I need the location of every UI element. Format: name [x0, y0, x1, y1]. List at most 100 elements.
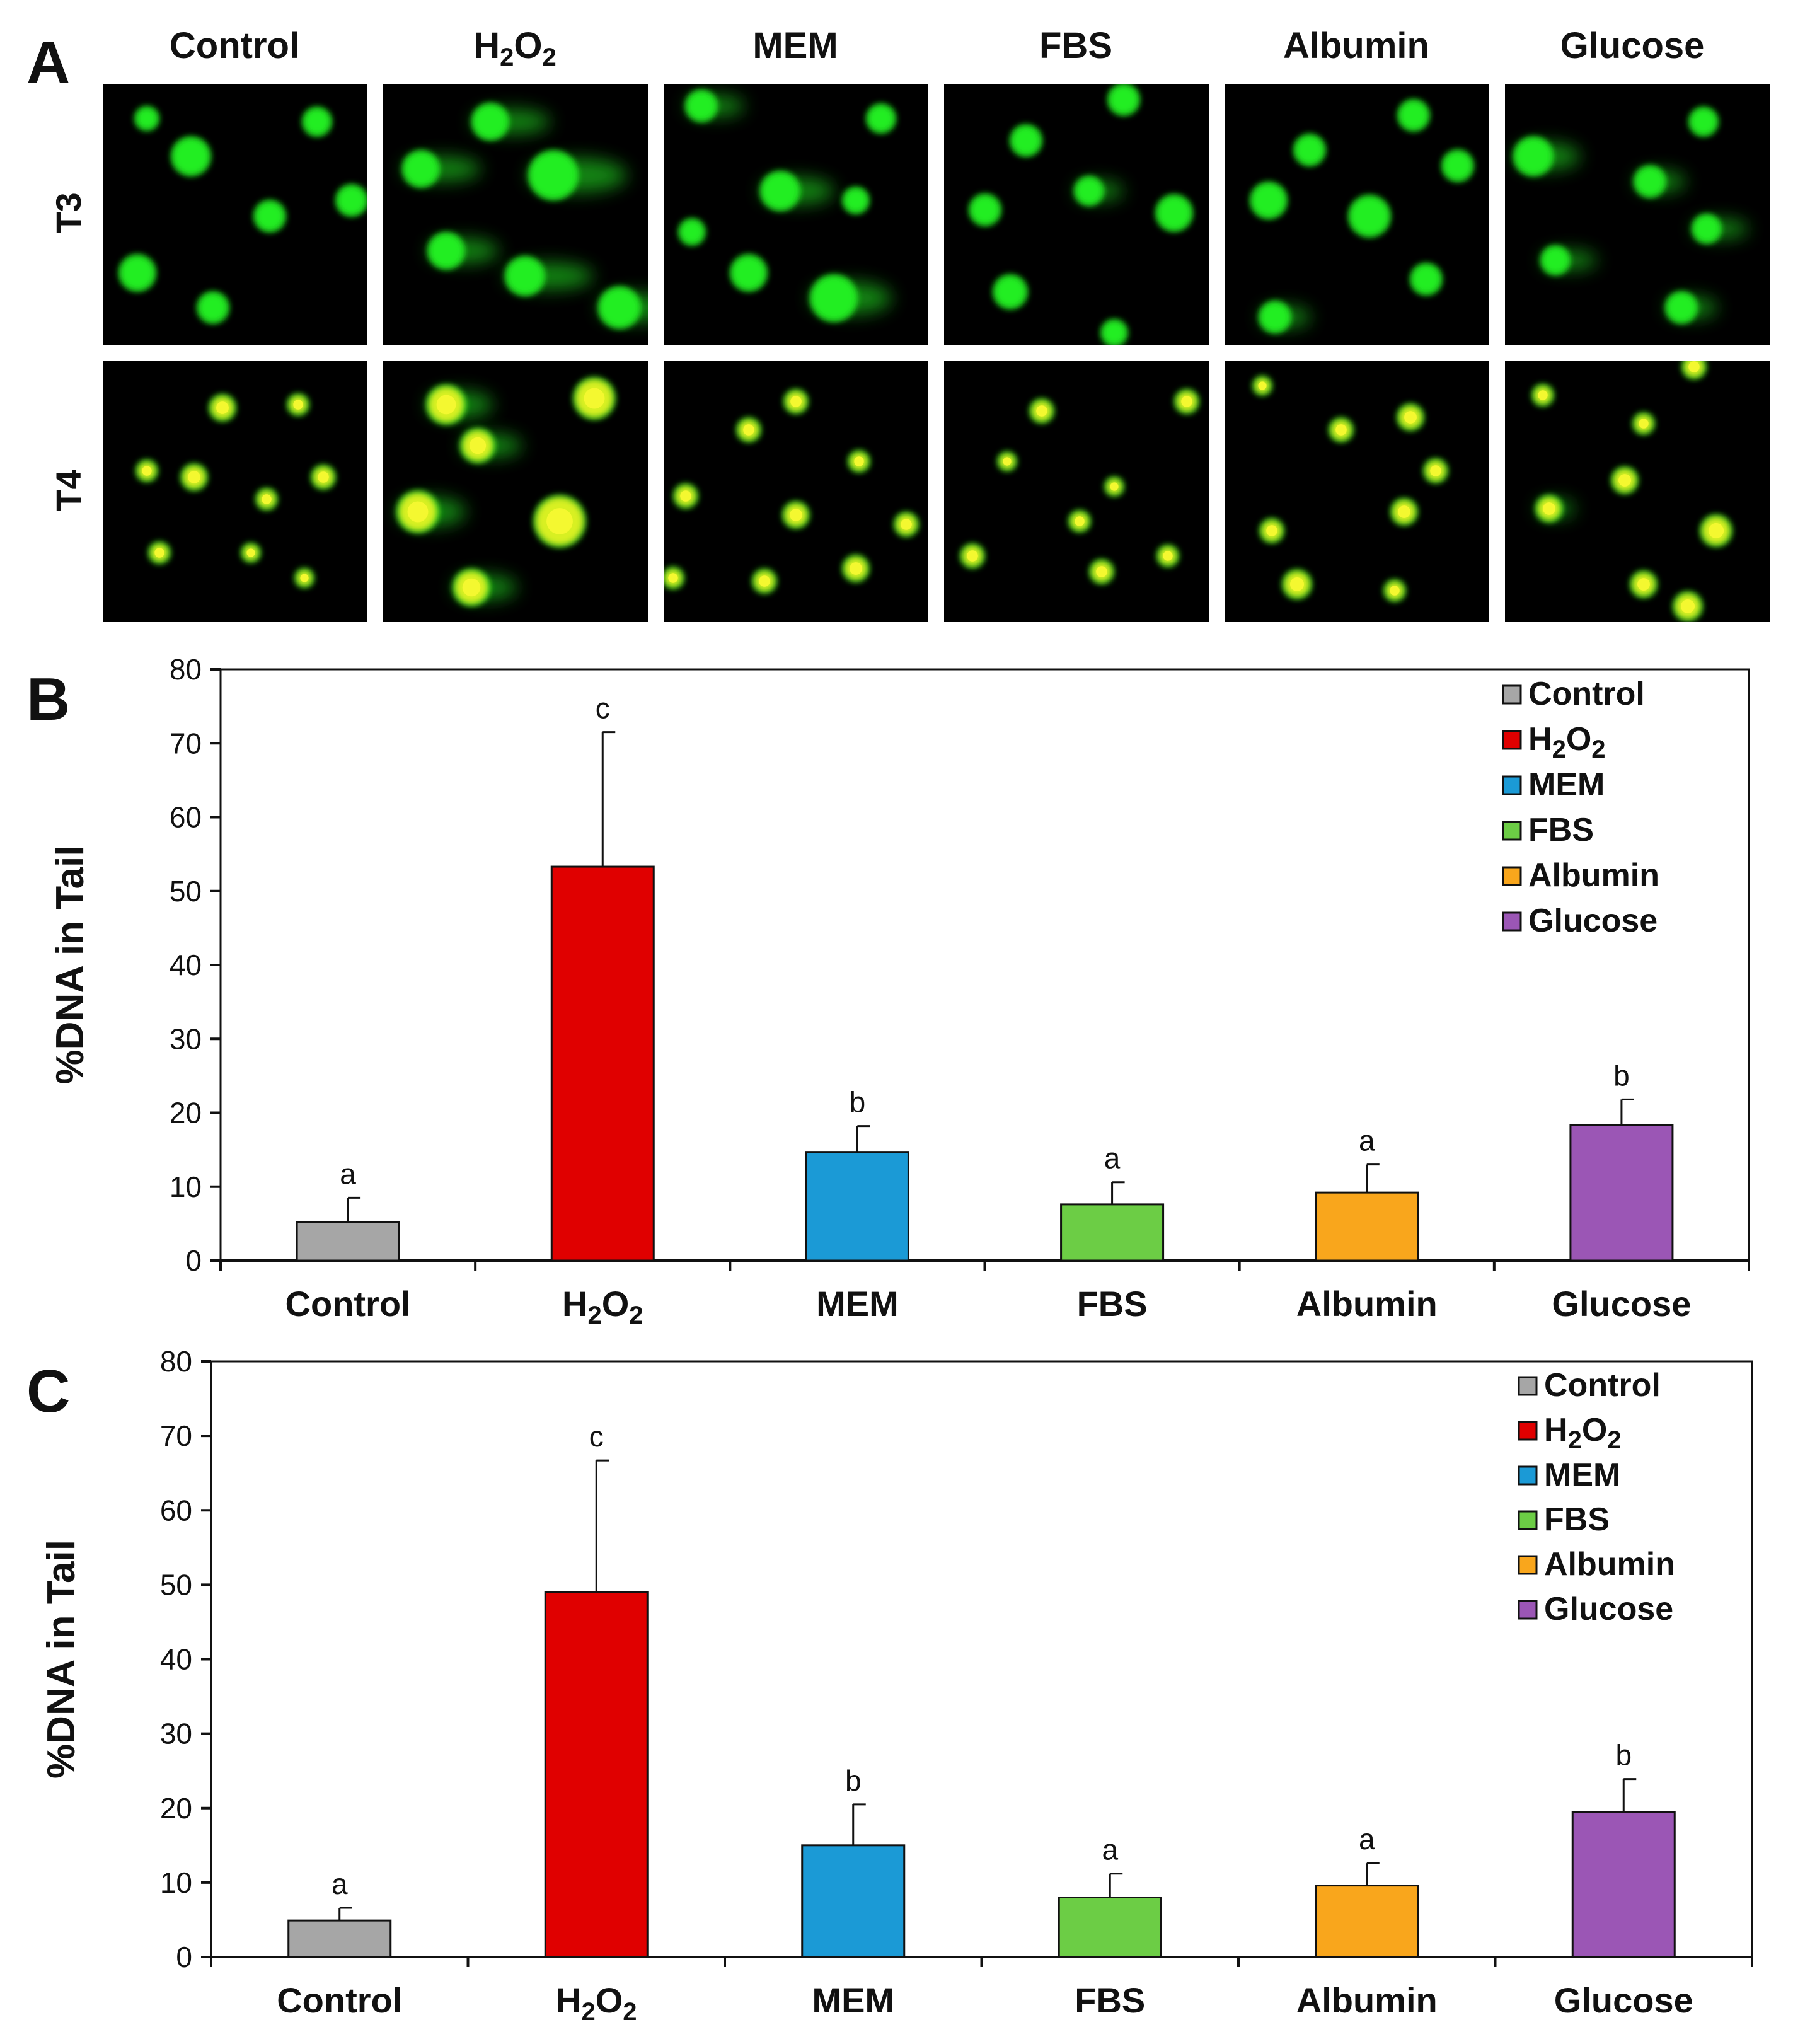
- y-tick-label: 10: [160, 1866, 192, 1899]
- legend-swatch: [1518, 1510, 1538, 1530]
- x-category-label: FBS: [1075, 1980, 1145, 2020]
- nucleus-core: [1430, 465, 1441, 476]
- x-category-label: H2O2: [556, 1980, 637, 2026]
- nucleus-core: [154, 548, 164, 558]
- nucleus-core: [1075, 516, 1085, 526]
- nucleus-core: [790, 396, 802, 407]
- nucleus-core: [790, 509, 802, 521]
- comet-head: [199, 294, 227, 321]
- comet-head: [1158, 197, 1191, 229]
- legend-swatch: [1502, 821, 1522, 841]
- nucleus-core: [854, 456, 864, 466]
- comet-head: [1668, 294, 1695, 321]
- nucleus-core: [318, 471, 329, 483]
- comet-head: [681, 221, 703, 243]
- panel-label-b: B: [26, 666, 70, 733]
- significance-label: b: [1613, 1059, 1630, 1092]
- nucleus-core: [1163, 551, 1173, 561]
- significance-label: c: [596, 692, 610, 725]
- comet-head: [1694, 216, 1719, 241]
- legend-swatch: [1502, 775, 1522, 795]
- y-tick-label: 60: [170, 801, 202, 834]
- nucleus-core: [407, 501, 429, 523]
- comet-head: [1296, 136, 1323, 164]
- nucleus-core: [1637, 578, 1650, 591]
- comet-head: [1412, 265, 1440, 293]
- y-axis-title: %DNA in Tail: [40, 1540, 83, 1779]
- legend-swatch: [1518, 1465, 1538, 1486]
- bar-control: [287, 1919, 392, 1958]
- y-tick-label: 0: [185, 1244, 202, 1277]
- nucleus-core: [1003, 457, 1012, 466]
- micrograph-t3-0: [103, 84, 367, 345]
- significance-label: b: [1615, 1739, 1632, 1772]
- micrograph-t4-1: [383, 361, 648, 622]
- nucleus-core: [967, 550, 978, 562]
- nucleus-core: [246, 548, 255, 557]
- micrograph-t3-1: [383, 84, 648, 345]
- significance-label: a: [1359, 1823, 1375, 1856]
- panel-c: C 0 10 20 30 40 50 60 70 80 %DNA in Tail a Control c…: [26, 1345, 1753, 2026]
- comet-head: [971, 196, 999, 224]
- nucleus-core: [901, 519, 912, 530]
- nucleus-core: [1181, 396, 1192, 407]
- plot-frame: [210, 1360, 1753, 1958]
- nucleus-core: [293, 400, 303, 410]
- x-category-label: H2O2: [562, 1284, 643, 1329]
- y-tick-label: 80: [160, 1345, 192, 1378]
- nucleus-core: [584, 388, 605, 409]
- y-tick-label: 70: [160, 1419, 192, 1452]
- significance-label: a: [1359, 1124, 1375, 1157]
- comet-head: [1012, 127, 1040, 154]
- nucleus-core: [668, 573, 678, 583]
- y-tick-label: 30: [170, 1022, 202, 1055]
- bar-glucose: [1569, 1124, 1674, 1262]
- comet-head: [474, 105, 507, 138]
- legend-swatch: [1518, 1376, 1538, 1396]
- bar-control: [296, 1221, 400, 1262]
- nucleus-core: [1688, 361, 1700, 372]
- legend-label: MEM: [1528, 766, 1605, 803]
- comet-head: [1444, 152, 1472, 180]
- chart-b: 0 10 20 30 40 50 60 70 80 %DNA in Tail a Control c H2…: [49, 653, 1750, 1329]
- micrograph-t3-2: [664, 84, 928, 345]
- nucleus-core: [1543, 502, 1555, 515]
- nucleus-core: [436, 395, 456, 415]
- y-tick-label: 0: [176, 1941, 192, 1973]
- column-header-mem: MEM: [752, 25, 838, 66]
- comet-head: [732, 257, 765, 289]
- panel-a: A Control H2O2 MEM FBS Albumin Glucose T…: [26, 25, 1770, 622]
- legend-label: H2O2: [1544, 1412, 1622, 1454]
- comet-head: [304, 109, 330, 134]
- comet-head: [812, 277, 855, 320]
- comet-head: [430, 234, 463, 267]
- column-header-albumin: Albumin: [1283, 25, 1429, 66]
- x-category-label: Control: [277, 1980, 402, 2020]
- significance-label: b: [845, 1764, 862, 1797]
- comet-head: [1400, 101, 1427, 129]
- nucleus-core: [1618, 474, 1631, 487]
- y-tick-label: 50: [160, 1568, 192, 1601]
- legend-label: Albumin: [1528, 857, 1659, 894]
- nucleus-core: [1266, 525, 1277, 536]
- comet-head: [868, 106, 894, 131]
- comet-head: [1543, 248, 1568, 273]
- significance-label: a: [1104, 1142, 1121, 1175]
- nucleus-core: [1258, 381, 1267, 390]
- nucleus-core: [300, 574, 309, 582]
- micrograph-t4-2: [664, 361, 928, 622]
- nucleus-core: [142, 466, 152, 476]
- x-category-label: Glucose: [1552, 1284, 1691, 1324]
- comet-head: [763, 173, 798, 209]
- nucleus-core: [1404, 411, 1417, 424]
- panel-label-a: A: [26, 29, 70, 96]
- nucleus-core: [1110, 482, 1119, 491]
- nucleus-core: [462, 578, 481, 597]
- micrograph-background: [944, 361, 1209, 622]
- nucleus-core: [1390, 586, 1400, 596]
- comet-head: [121, 257, 154, 289]
- column-header-fbs: FBS: [1039, 25, 1112, 66]
- y-tick-label: 60: [160, 1494, 192, 1527]
- x-category-label: Control: [285, 1284, 411, 1324]
